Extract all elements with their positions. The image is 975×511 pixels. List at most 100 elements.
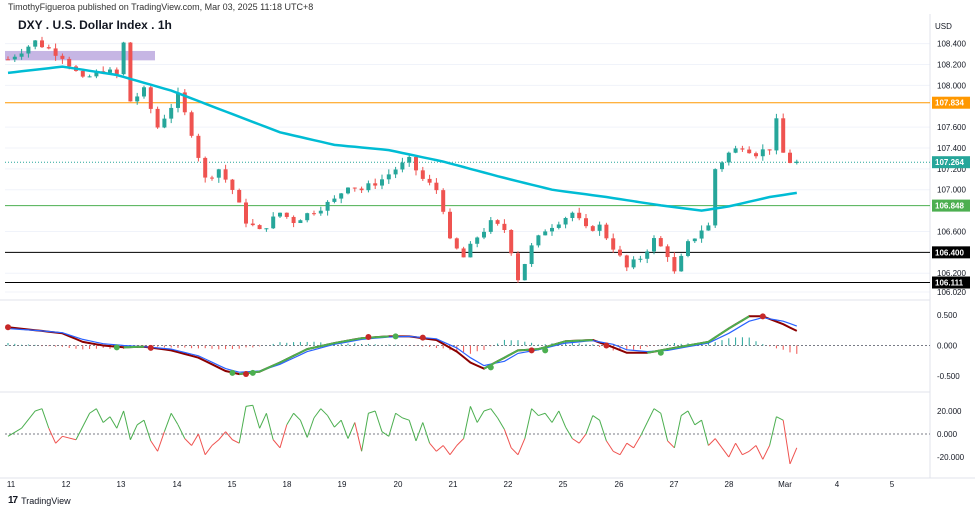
cross-dot	[603, 342, 610, 349]
signal-line-rising	[674, 345, 682, 349]
momentum-pane	[5, 404, 930, 465]
level-price-label: 106.111	[935, 279, 964, 288]
momentum-segment	[599, 420, 607, 442]
candle-body	[441, 190, 446, 212]
momentum-segment	[279, 424, 288, 448]
signal-line-rising	[701, 340, 709, 345]
price-tick-label: 108.400	[937, 40, 966, 49]
tradingview-logo[interactable]: 17 TradingView	[8, 495, 71, 506]
candle-body	[359, 188, 364, 191]
candle-body	[448, 211, 452, 239]
candle-body	[380, 179, 384, 186]
level-price-tag	[932, 276, 970, 289]
momentum-segment	[497, 417, 505, 430]
candle-body	[658, 238, 663, 247]
price-tick-label: 106.600	[937, 227, 966, 236]
signal-line-rising	[279, 358, 288, 364]
candle-body	[747, 149, 752, 154]
momentum-segment	[633, 436, 641, 449]
candle-body	[203, 157, 208, 178]
momentum-segment	[150, 440, 159, 452]
momentum-segment	[143, 420, 152, 442]
momentum-segment	[197, 433, 206, 455]
candle-body	[556, 224, 561, 228]
candle-body	[461, 248, 466, 258]
candle-body	[223, 169, 228, 180]
time-tick-label: 25	[559, 480, 568, 489]
momentum-segment	[673, 415, 682, 448]
momentum-segment	[572, 438, 580, 444]
candle-body	[672, 257, 677, 272]
candle-body	[686, 241, 690, 256]
time-tick-label: 22	[504, 480, 513, 489]
momentum-segment	[748, 445, 757, 452]
momentum-segment	[89, 408, 97, 414]
signal-line-rising	[741, 315, 750, 322]
momentum-segment	[456, 438, 464, 446]
momentum-segment	[102, 416, 111, 423]
cross-dot	[229, 369, 236, 376]
momentum-segment	[184, 438, 192, 446]
price-tick-label: 108.000	[937, 81, 966, 90]
chart-grid	[0, 14, 975, 479]
candle-body	[176, 92, 180, 108]
momentum-segment	[408, 420, 417, 442]
momentum-segment	[415, 422, 424, 442]
candle-body	[468, 243, 473, 258]
cross-dot	[528, 347, 535, 354]
time-tick-label: 19	[338, 480, 347, 489]
momentum-segment	[374, 410, 383, 432]
candle-body	[67, 58, 72, 67]
signal-line-rising	[687, 343, 695, 347]
signal-line-rising	[306, 346, 315, 351]
signal-line-rising	[490, 360, 499, 366]
momentum-segment	[701, 420, 709, 446]
time-tick-label: 18	[283, 480, 292, 489]
candle-body	[33, 40, 38, 47]
candle-body	[699, 230, 704, 239]
candle-body	[509, 229, 514, 254]
momentum-segment	[55, 435, 63, 444]
momentum-segment	[694, 419, 702, 426]
level-price-label: 106.848	[935, 202, 964, 211]
candle-body	[386, 174, 391, 180]
momentum-segment	[123, 410, 131, 440]
level-price-tag	[932, 96, 970, 109]
candle-body	[6, 59, 10, 61]
candle-body	[760, 149, 765, 157]
candle-body	[794, 161, 799, 163]
momentum-segment	[585, 415, 594, 435]
momentum-segment	[687, 410, 696, 426]
signal-line-rising	[313, 345, 322, 349]
momentum-segment	[327, 415, 335, 428]
cross-dot	[657, 349, 664, 356]
candle-body	[352, 187, 357, 189]
candle-body	[495, 220, 500, 224]
level-price-tag	[932, 199, 970, 212]
momentum-segment	[191, 433, 199, 446]
candle-body	[216, 169, 221, 178]
momentum-segment	[735, 442, 743, 455]
candle-body	[189, 112, 194, 136]
momentum-segment	[177, 424, 186, 439]
cross-dot	[759, 313, 766, 320]
candle-body	[522, 264, 527, 281]
candle-body	[162, 118, 167, 128]
candle-body	[305, 213, 310, 221]
momentum-segment	[646, 408, 655, 423]
cross-dot	[487, 364, 494, 371]
candle-body	[604, 224, 609, 239]
momentum-segment	[605, 440, 614, 452]
momentum-segment	[517, 438, 526, 455]
momentum-segment	[469, 406, 478, 423]
candle-body	[563, 218, 568, 225]
candle-body	[529, 245, 534, 265]
time-tick-label: 5	[890, 480, 895, 489]
candle-body	[516, 253, 520, 281]
momentum-segment	[653, 408, 662, 414]
time-tick-label: 4	[835, 480, 840, 489]
signal-line-rising	[538, 346, 546, 351]
momentum-segment	[742, 450, 750, 456]
candle-body	[26, 46, 31, 54]
